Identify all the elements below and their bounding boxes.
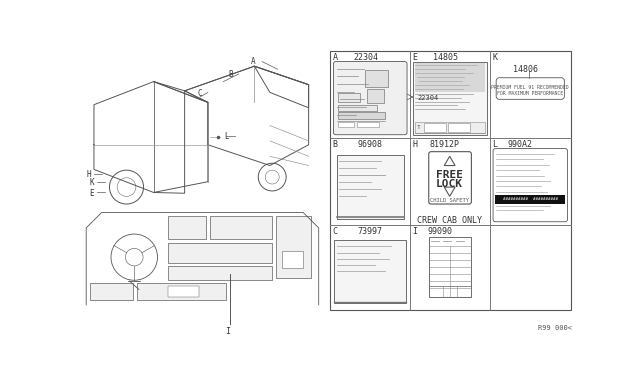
Text: 96908: 96908 bbox=[358, 140, 383, 149]
Text: C: C bbox=[333, 227, 338, 236]
Text: H: H bbox=[86, 170, 91, 179]
Bar bbox=[367, 89, 384, 103]
Bar bbox=[136, 283, 226, 300]
Text: R99 000<: R99 000< bbox=[538, 325, 572, 331]
Text: 73997: 73997 bbox=[358, 227, 383, 236]
Bar bbox=[210, 217, 272, 240]
Text: LOCK: LOCK bbox=[436, 179, 463, 189]
Text: FREE: FREE bbox=[436, 170, 463, 180]
FancyBboxPatch shape bbox=[496, 78, 564, 99]
Text: 81912P: 81912P bbox=[429, 140, 460, 149]
Text: 22304: 22304 bbox=[418, 96, 439, 102]
Text: A: A bbox=[252, 57, 256, 66]
Bar bbox=[168, 266, 272, 280]
Bar bbox=[276, 217, 311, 278]
Text: T: T bbox=[417, 125, 420, 131]
Text: I: I bbox=[225, 327, 230, 336]
Text: CHILD SAFETY: CHILD SAFETY bbox=[430, 198, 469, 203]
FancyBboxPatch shape bbox=[333, 62, 407, 135]
Text: ##########  ##########: ########## ########## bbox=[503, 198, 558, 201]
Text: 22304: 22304 bbox=[353, 53, 379, 62]
Text: E: E bbox=[90, 189, 94, 198]
Text: FOR MAXIMUM PERFORMANCE: FOR MAXIMUM PERFORMANCE bbox=[497, 91, 563, 96]
Bar bbox=[495, 195, 565, 204]
Bar bbox=[168, 286, 198, 297]
Text: CREW CAB ONLY: CREW CAB ONLY bbox=[417, 216, 482, 225]
Text: H: H bbox=[412, 140, 417, 149]
Bar bbox=[413, 62, 487, 135]
Text: A: A bbox=[333, 53, 338, 62]
Bar bbox=[168, 243, 272, 263]
Bar bbox=[90, 283, 132, 300]
Bar bbox=[424, 123, 446, 132]
Text: E: E bbox=[412, 53, 417, 62]
Bar bbox=[365, 70, 388, 87]
Bar bbox=[338, 105, 377, 111]
Text: L: L bbox=[492, 140, 497, 149]
Text: 14805: 14805 bbox=[433, 53, 458, 62]
Bar bbox=[448, 123, 470, 132]
Text: 99090: 99090 bbox=[428, 227, 452, 236]
Bar bbox=[338, 122, 353, 127]
Bar bbox=[282, 251, 303, 268]
FancyBboxPatch shape bbox=[429, 152, 472, 204]
Bar bbox=[338, 112, 385, 119]
Text: 14806: 14806 bbox=[513, 65, 538, 74]
Text: B: B bbox=[333, 140, 338, 149]
Bar bbox=[330, 51, 571, 310]
Bar bbox=[429, 237, 472, 297]
Text: I: I bbox=[412, 227, 417, 236]
Bar bbox=[338, 93, 360, 102]
Bar bbox=[415, 63, 485, 92]
Bar bbox=[337, 155, 404, 219]
Bar bbox=[168, 217, 206, 240]
Text: 990A2: 990A2 bbox=[507, 140, 532, 149]
FancyBboxPatch shape bbox=[493, 148, 568, 222]
Bar bbox=[334, 240, 406, 303]
Text: K: K bbox=[90, 178, 94, 187]
Text: B: B bbox=[228, 70, 233, 79]
Bar bbox=[415, 122, 485, 133]
Text: K: K bbox=[492, 53, 497, 62]
Bar bbox=[358, 122, 379, 127]
Text: L: L bbox=[224, 132, 229, 141]
Text: PREMIUM FUEL 91 RECOMMENDED: PREMIUM FUEL 91 RECOMMENDED bbox=[492, 85, 569, 90]
Text: C: C bbox=[197, 89, 202, 97]
